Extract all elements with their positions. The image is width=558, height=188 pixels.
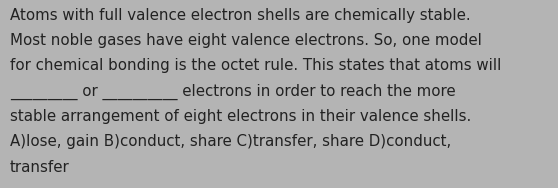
Text: transfer: transfer <box>10 160 70 175</box>
Text: _________ or __________ electrons in order to reach the more: _________ or __________ electrons in ord… <box>10 84 456 100</box>
Text: for chemical bonding is the octet rule. This states that atoms will: for chemical bonding is the octet rule. … <box>10 58 502 73</box>
Text: Most noble gases have eight valence electrons. So, one model: Most noble gases have eight valence elec… <box>10 33 482 48</box>
Text: Atoms with full valence electron shells are chemically stable.: Atoms with full valence electron shells … <box>10 8 470 23</box>
Text: A)lose, gain B)conduct, share C)transfer, share D)conduct,: A)lose, gain B)conduct, share C)transfer… <box>10 134 451 149</box>
Text: stable arrangement of eight electrons in their valence shells.: stable arrangement of eight electrons in… <box>10 109 472 124</box>
